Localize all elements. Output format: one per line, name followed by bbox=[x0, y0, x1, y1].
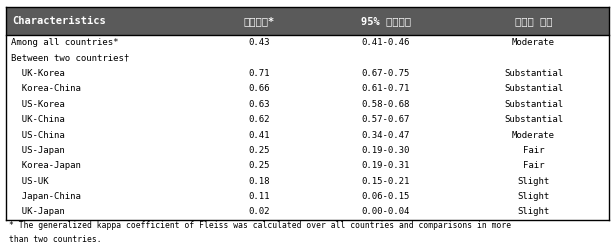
Text: Substantial: Substantial bbox=[504, 84, 563, 93]
Text: 95% 신뢰구간: 95% 신뢰구간 bbox=[361, 16, 411, 26]
Text: US-Korea: US-Korea bbox=[11, 100, 65, 109]
Bar bbox=[6, 143, 609, 158]
Text: Fair: Fair bbox=[523, 161, 544, 170]
Text: 0.02: 0.02 bbox=[248, 207, 270, 216]
Text: 0.25: 0.25 bbox=[248, 161, 270, 170]
Text: * The generalized kappa coefficient of Fleiss was calculated over all countries : * The generalized kappa coefficient of F… bbox=[9, 221, 511, 230]
Bar bbox=[6, 189, 609, 204]
Text: 0.66: 0.66 bbox=[248, 84, 270, 93]
Bar bbox=[6, 66, 609, 81]
Text: Slight: Slight bbox=[517, 177, 550, 186]
Text: 0.18: 0.18 bbox=[248, 177, 270, 186]
Text: Substantial: Substantial bbox=[504, 100, 563, 109]
Text: 0.19-0.30: 0.19-0.30 bbox=[362, 146, 410, 155]
Bar bbox=[458, 7, 609, 35]
Text: Korea-Japan: Korea-Japan bbox=[11, 161, 81, 170]
Text: 0.43: 0.43 bbox=[248, 38, 270, 47]
Text: 0.57-0.67: 0.57-0.67 bbox=[362, 115, 410, 124]
Text: Substantial: Substantial bbox=[504, 69, 563, 78]
Text: Characteristics: Characteristics bbox=[12, 16, 106, 26]
Text: US-UK: US-UK bbox=[11, 177, 49, 186]
Text: 0.15-0.21: 0.15-0.21 bbox=[362, 177, 410, 186]
Text: 0.41-0.46: 0.41-0.46 bbox=[362, 38, 410, 47]
Text: Japan-China: Japan-China bbox=[11, 192, 81, 201]
Text: US-China: US-China bbox=[11, 131, 65, 140]
Text: Slight: Slight bbox=[517, 192, 550, 201]
Text: Moderate: Moderate bbox=[512, 38, 555, 47]
Text: 0.06-0.15: 0.06-0.15 bbox=[362, 192, 410, 201]
Text: US-Japan: US-Japan bbox=[11, 146, 65, 155]
Text: 0.62: 0.62 bbox=[248, 115, 270, 124]
Text: 0.67-0.75: 0.67-0.75 bbox=[362, 69, 410, 78]
Bar bbox=[205, 7, 314, 35]
Bar bbox=[6, 35, 609, 51]
Text: Among all countries*: Among all countries* bbox=[11, 38, 119, 47]
Text: Moderate: Moderate bbox=[512, 131, 555, 140]
Bar bbox=[6, 81, 609, 97]
Text: UK-Korea: UK-Korea bbox=[11, 69, 65, 78]
Text: 0.19-0.31: 0.19-0.31 bbox=[362, 161, 410, 170]
Bar bbox=[6, 97, 609, 112]
Text: 커파계수*: 커파계수* bbox=[244, 16, 275, 26]
Bar bbox=[6, 204, 609, 220]
Bar bbox=[6, 51, 609, 66]
Bar bbox=[6, 158, 609, 173]
Text: 0.58-0.68: 0.58-0.68 bbox=[362, 100, 410, 109]
Text: Fair: Fair bbox=[523, 146, 544, 155]
Text: Slight: Slight bbox=[517, 207, 550, 216]
Text: 일치의 정도: 일치의 정도 bbox=[515, 16, 552, 26]
Text: 0.34-0.47: 0.34-0.47 bbox=[362, 131, 410, 140]
Bar bbox=[6, 112, 609, 127]
Text: Between two countries†: Between two countries† bbox=[11, 54, 129, 63]
Text: UK-China: UK-China bbox=[11, 115, 65, 124]
Text: UK-Japan: UK-Japan bbox=[11, 207, 65, 216]
Bar bbox=[6, 127, 609, 143]
Bar bbox=[6, 173, 609, 189]
Text: 0.63: 0.63 bbox=[248, 100, 270, 109]
Bar bbox=[314, 7, 458, 35]
Text: 0.71: 0.71 bbox=[248, 69, 270, 78]
Text: 0.11: 0.11 bbox=[248, 192, 270, 201]
Text: 0.41: 0.41 bbox=[248, 131, 270, 140]
Bar bbox=[6, 7, 205, 35]
Text: 0.61-0.71: 0.61-0.71 bbox=[362, 84, 410, 93]
Text: 0.25: 0.25 bbox=[248, 146, 270, 155]
Text: 0.00-0.04: 0.00-0.04 bbox=[362, 207, 410, 216]
Text: Korea-China: Korea-China bbox=[11, 84, 81, 93]
Text: than two countries.: than two countries. bbox=[9, 235, 102, 244]
Text: Substantial: Substantial bbox=[504, 115, 563, 124]
